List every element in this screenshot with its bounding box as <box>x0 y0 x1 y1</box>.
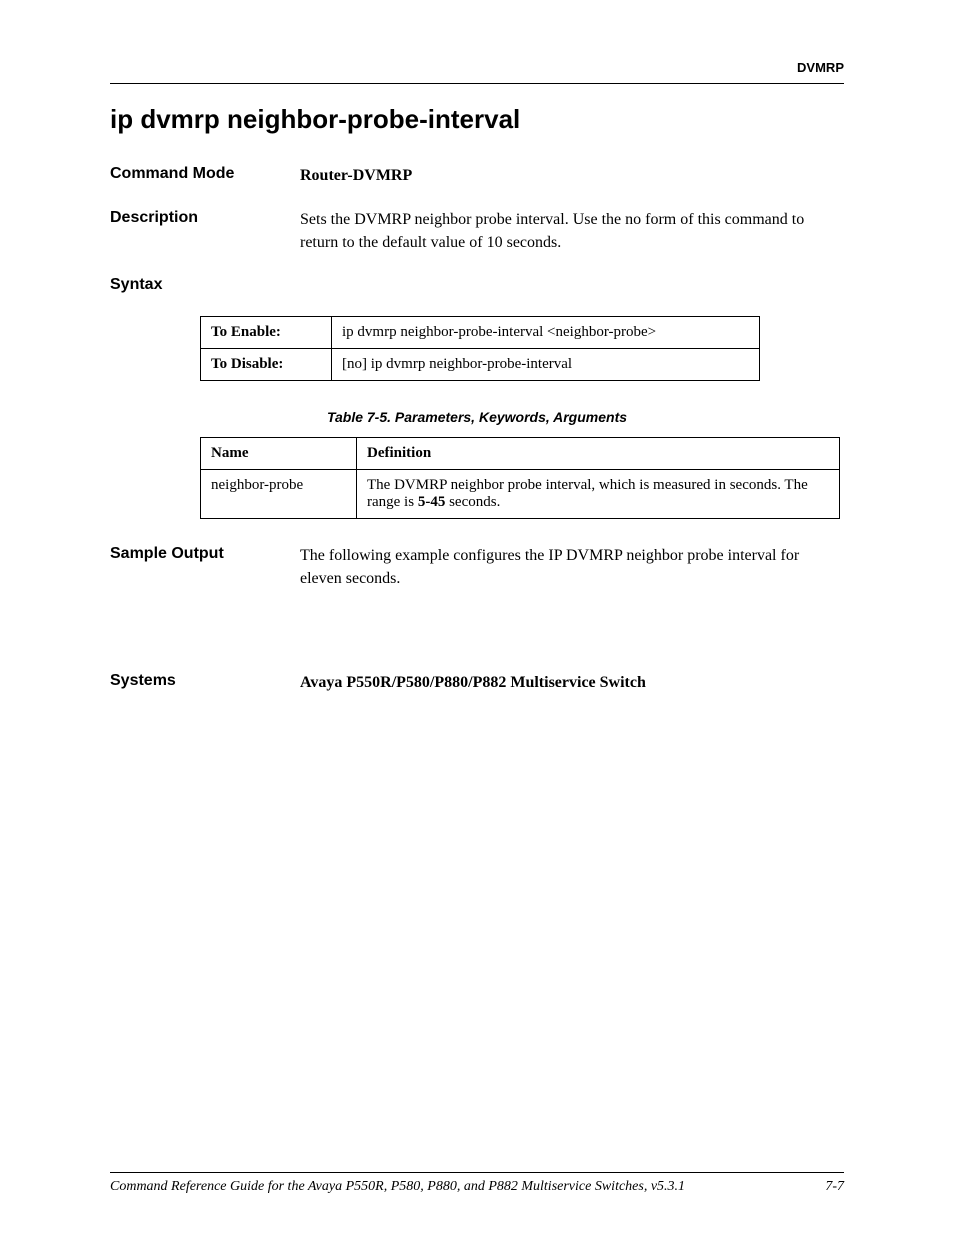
param-header-definition: Definition <box>357 438 840 470</box>
footer-rule <box>110 1172 844 1173</box>
param-def-suffix: seconds. <box>445 494 500 510</box>
systems-label: Systems <box>110 672 300 694</box>
param-table: Name Definition neighbor-probe The DVMRP… <box>200 437 840 519</box>
footer-guide: Command Reference Guide for the Avaya P5… <box>110 1179 685 1195</box>
syntax-enable-value: ip dvmrp neighbor-probe-interval <neighb… <box>332 317 760 349</box>
param-table-row: neighbor-probe The DVMRP neighbor probe … <box>201 470 840 519</box>
systems-row: Systems Avaya P550R/P580/P880/P882 Multi… <box>110 672 844 694</box>
page-title: ip dvmrp neighbor-probe-interval <box>110 104 844 135</box>
command-mode-row: Command Mode Router-DVMRP <box>110 165 844 187</box>
syntax-disable-value: [no] ip dvmrp neighbor-probe-interval <box>332 349 760 381</box>
sample-output-label: Sample Output <box>110 545 300 590</box>
sample-output-row: Sample Output The following example conf… <box>110 545 844 590</box>
syntax-table: To Enable: ip dvmrp neighbor-probe-inter… <box>200 316 760 381</box>
syntax-row-enable: To Enable: ip dvmrp neighbor-probe-inter… <box>201 317 760 349</box>
param-def-bold: 5-45 <box>418 494 446 510</box>
footer-row: Command Reference Guide for the Avaya P5… <box>110 1179 844 1195</box>
footer: Command Reference Guide for the Avaya P5… <box>110 1172 844 1195</box>
param-name: neighbor-probe <box>201 470 357 519</box>
systems-value: Avaya P550R/P580/P880/P882 Multiservice … <box>300 672 844 694</box>
syntax-disable-label: To Disable: <box>201 349 332 381</box>
syntax-row-disable: To Disable: [no] ip dvmrp neighbor-probe… <box>201 349 760 381</box>
sample-output-text: The following example configures the IP … <box>300 545 844 590</box>
description-row: Description Sets the DVMRP neighbor prob… <box>110 209 844 254</box>
description-text: Sets the DVMRP neighbor probe interval. … <box>300 209 844 254</box>
description-label: Description <box>110 209 300 254</box>
header-rule <box>110 83 844 84</box>
param-table-header-row: Name Definition <box>201 438 840 470</box>
page: DVMRP ip dvmrp neighbor-probe-interval C… <box>0 0 954 1235</box>
footer-page: 7-7 <box>825 1179 844 1195</box>
command-mode-value: Router-DVMRP <box>300 165 844 187</box>
syntax-row: Syntax <box>110 276 844 294</box>
spacer <box>110 612 844 672</box>
syntax-enable-label: To Enable: <box>201 317 332 349</box>
param-table-caption: Table 7-5. Parameters, Keywords, Argumen… <box>110 409 844 425</box>
param-header-name: Name <box>201 438 357 470</box>
syntax-label: Syntax <box>110 276 300 294</box>
header-section-label: DVMRP <box>110 60 844 75</box>
param-definition: The DVMRP neighbor probe interval, which… <box>357 470 840 519</box>
command-mode-label: Command Mode <box>110 165 300 187</box>
